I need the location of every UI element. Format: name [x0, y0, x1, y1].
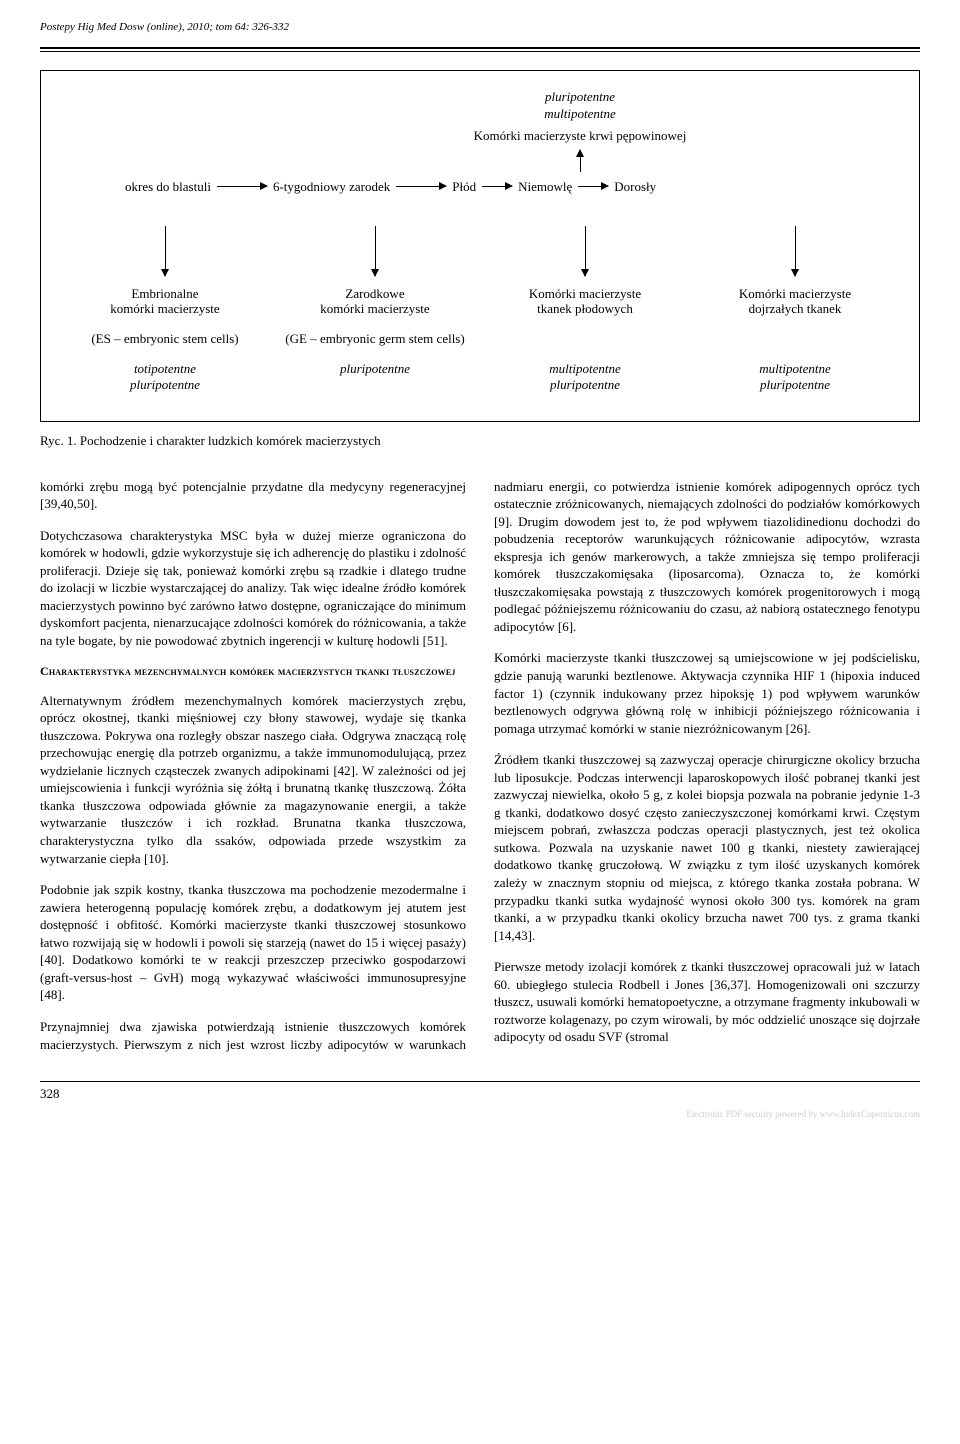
col1-title: Embrionalne komórki macierzyste	[65, 286, 265, 317]
arrow-down-icon	[165, 226, 166, 276]
arrow-down-icon	[585, 226, 586, 276]
col1-ital: totipotentne pluripotentne	[65, 361, 265, 394]
col3-sub	[485, 331, 685, 347]
figure-caption: Ryc. 1. Pochodzenie i charakter ludzkich…	[40, 432, 920, 450]
header-rule-thin	[40, 51, 920, 52]
col3-ital: multipotentne pluripotentne	[485, 361, 685, 394]
fig-col-2: Zarodkowe komórki macierzyste (GE – embr…	[275, 226, 475, 393]
timeline-niemowle: Niemowlę	[518, 178, 572, 196]
arrow-right-icon	[217, 186, 267, 187]
col3-title: Komórki macierzyste tkanek płodowych	[485, 286, 685, 317]
body-p3: Alternatywnym źródłem mezenchymalnych ko…	[40, 692, 466, 867]
col1-sub: (ES – embryonic stem cells)	[65, 331, 265, 347]
fig-col-4: Komórki macierzyste dojrzałych tkanek mu…	[695, 226, 895, 393]
arrow-right-icon	[396, 186, 446, 187]
fig-col-1: Embrionalne komórki macierzyste (ES – em…	[65, 226, 265, 393]
arrow-right-icon	[482, 186, 512, 187]
body-p1: komórki zrębu mogą być potencjalnie przy…	[40, 478, 466, 513]
figure-top-italic: pluripotentne multipotentne	[265, 89, 895, 123]
arrow-up-icon	[580, 150, 581, 172]
body-p2: Dotychczasowa charakterystyka MSC była w…	[40, 527, 466, 650]
up-arrow-block	[265, 150, 895, 172]
col4-title: Komórki macierzyste dojrzałych tkanek	[695, 286, 895, 317]
section-heading: Charakterystyka mezenchymalnych komórek …	[40, 663, 466, 679]
body-two-column: komórki zrębu mogą być potencjalnie przy…	[40, 478, 920, 1057]
footer-security-note: Electronic PDF security powered by www.I…	[40, 1108, 920, 1120]
figure-columns: Embrionalne komórki macierzyste (ES – em…	[65, 226, 895, 393]
figure-1-box: pluripotentne multipotentne Komórki maci…	[40, 70, 920, 422]
body-p6: Komórki macierzyste tkanki tłuszczowej s…	[494, 649, 920, 737]
col4-sub	[695, 331, 895, 347]
fig-top-italic-2: multipotentne	[544, 106, 616, 121]
fig-top-italic-1: pluripotentne	[545, 89, 615, 104]
col2-title: Zarodkowe komórki macierzyste	[275, 286, 475, 317]
col4-ital: multipotentne pluripotentne	[695, 361, 895, 394]
timeline-okres: okres do blastuli	[125, 178, 211, 196]
body-p4: Podobnie jak szpik kostny, tkanka tłuszc…	[40, 881, 466, 1004]
col2-ital: pluripotentne	[275, 361, 475, 377]
page-header-citation: Postepy Hig Med Dosw (online), 2010; tom…	[40, 20, 920, 35]
timeline-row: okres do blastuli 6-tygodniowy zarodek P…	[125, 178, 895, 196]
timeline-plod: Płód	[452, 178, 476, 196]
arrow-right-icon	[578, 186, 608, 187]
timeline-dorosly: Dorosły	[614, 178, 656, 196]
col2-sub: (GE – embryonic germ stem cells)	[275, 331, 475, 347]
body-p8: Pierwsze metody izolacji komórek z tkank…	[494, 958, 920, 1046]
header-rule-thick	[40, 47, 920, 49]
fig-col-3: Komórki macierzyste tkanek płodowych mul…	[485, 226, 685, 393]
arrow-down-icon	[795, 226, 796, 276]
arrow-down-icon	[375, 226, 376, 276]
timeline-zarodek: 6-tygodniowy zarodek	[273, 178, 390, 196]
body-p7: Źródłem tkanki tłuszczowej są zazwyczaj …	[494, 751, 920, 944]
figure-top-label: Komórki macierzyste krwi pępowinowej	[265, 127, 895, 145]
page-number: 328	[40, 1081, 920, 1103]
